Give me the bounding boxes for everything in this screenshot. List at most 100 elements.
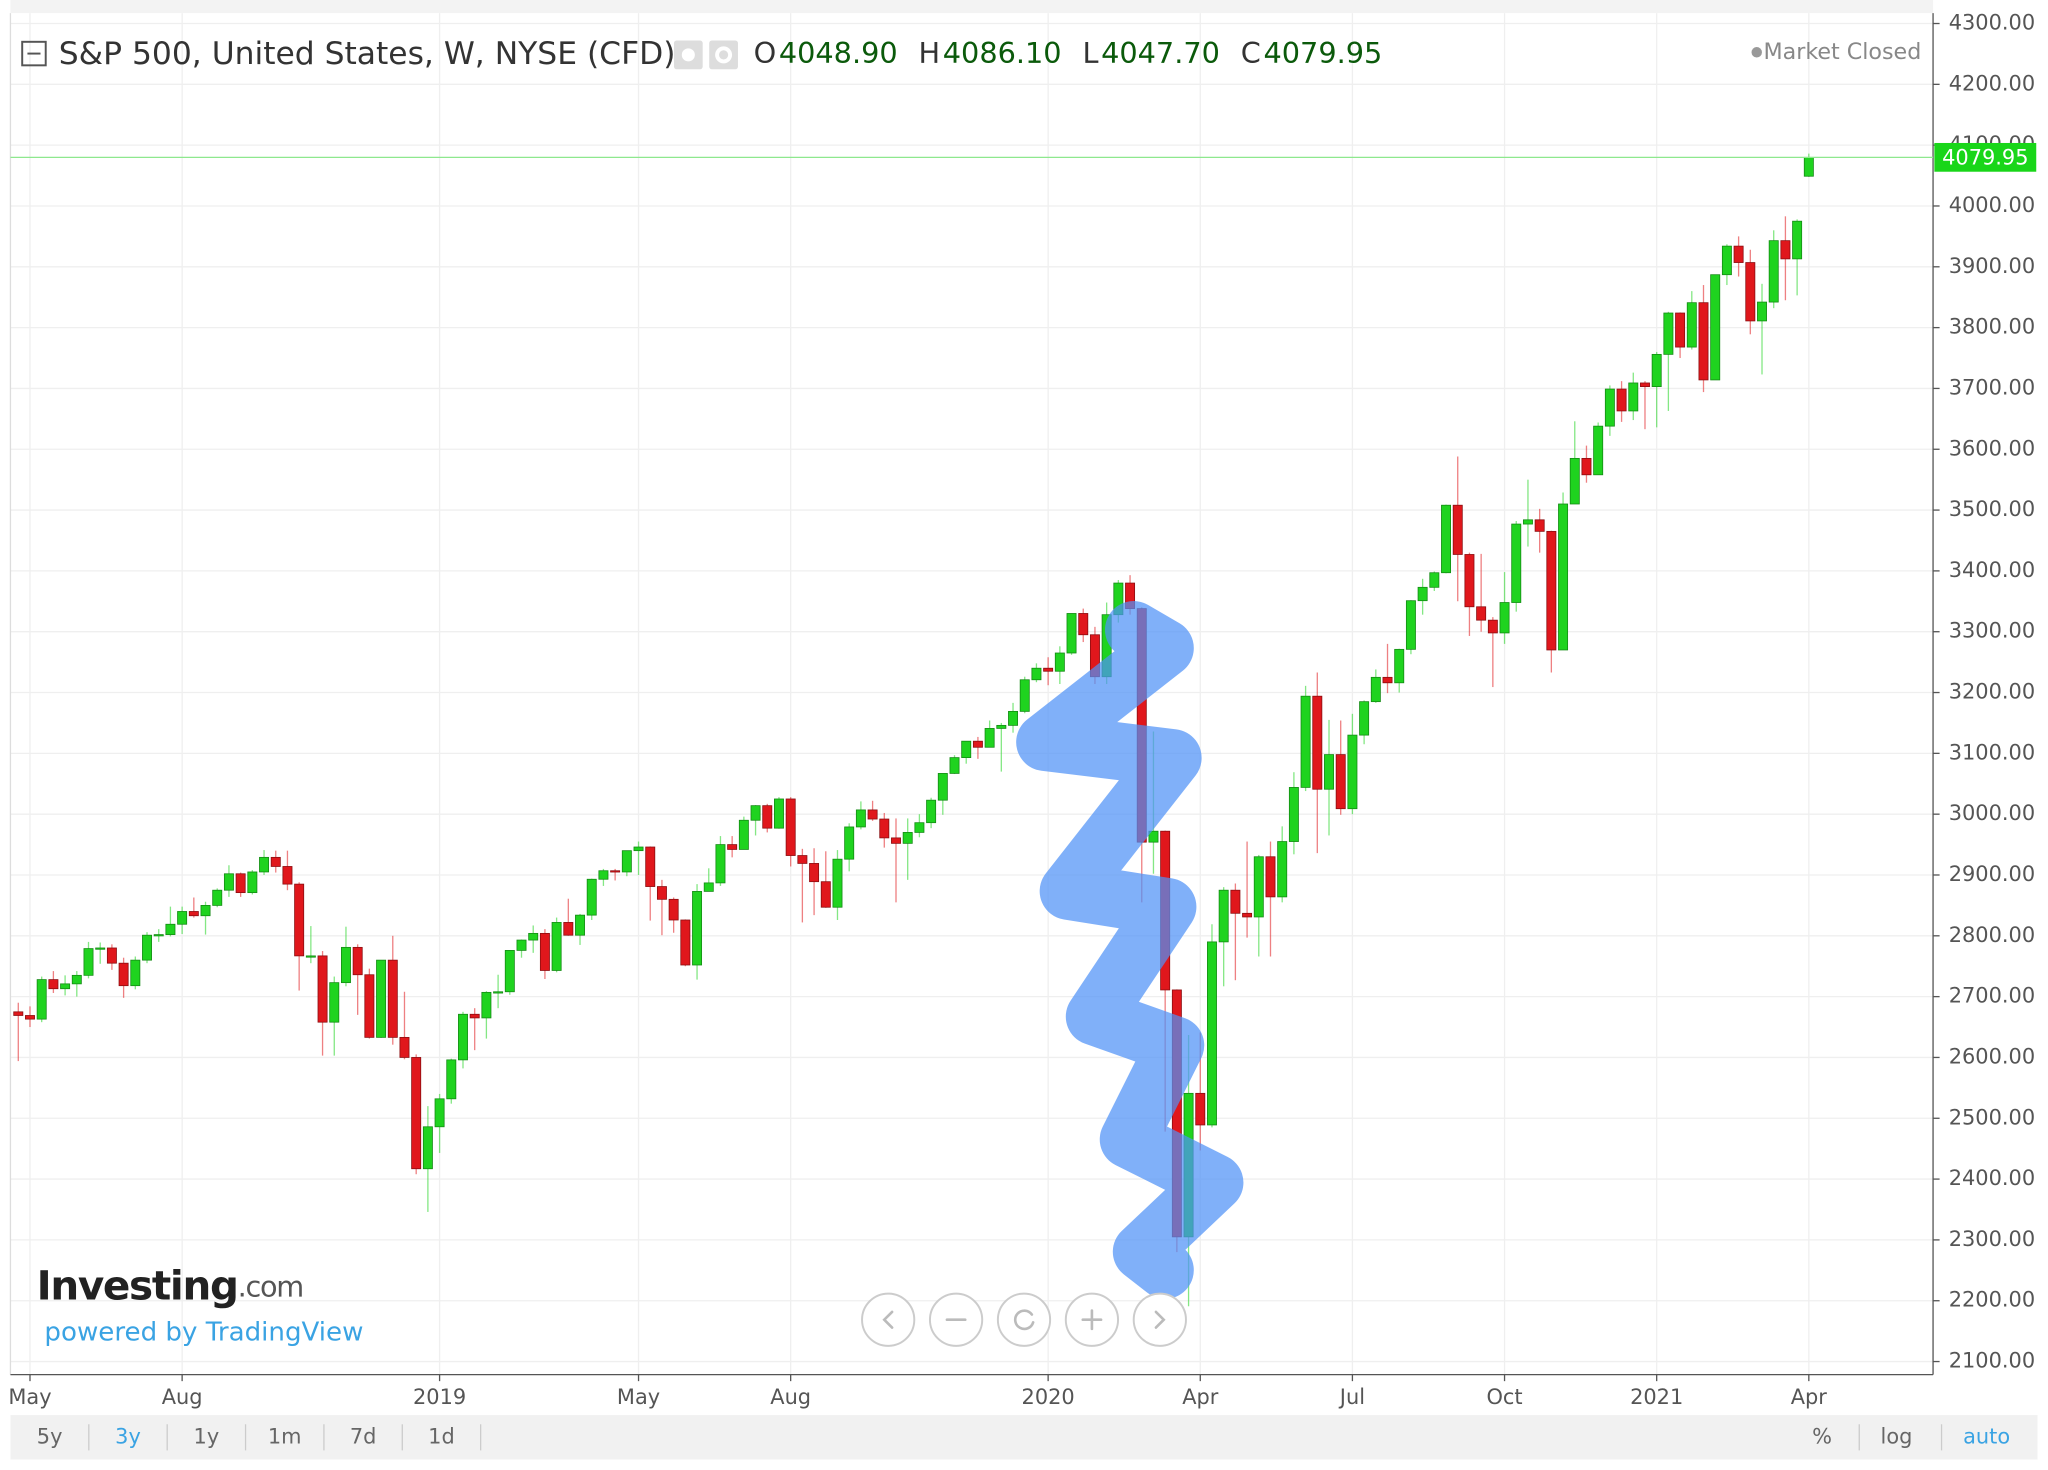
ohlc-legend: O 4048.90 H 4086.10 L 4047.70 C 4079.95: [754, 36, 1383, 70]
candle-body: [996, 724, 1007, 729]
range-button[interactable]: 1y: [194, 1424, 220, 1448]
candle-body: [1218, 889, 1229, 943]
candle-body: [270, 856, 281, 867]
candle-body: [352, 946, 363, 976]
candle-body: [949, 757, 960, 774]
range-button[interactable]: 7d: [350, 1424, 377, 1448]
powered-by: powered by TradingView: [44, 1317, 363, 1347]
candle-body: [879, 818, 890, 839]
scale-button[interactable]: log: [1881, 1424, 1913, 1448]
candle-body: [95, 947, 106, 950]
candle-body: [212, 889, 223, 906]
top-strip: [10, 0, 1934, 14]
candle-body: [1405, 600, 1416, 650]
scale-button[interactable]: %: [1812, 1424, 1832, 1448]
candle-body: [937, 773, 948, 801]
candle-body: [855, 809, 866, 828]
y-tick-label: 3000.00: [1949, 801, 2035, 825]
last-price-tag: [1934, 142, 2037, 172]
candle-body: [1031, 667, 1042, 681]
candle-body: [223, 873, 234, 891]
candle-body: [1511, 523, 1522, 603]
candle-body: [83, 948, 94, 976]
candle-body: [1792, 220, 1803, 260]
candle-body: [469, 1013, 480, 1019]
nav-left[interactable]: [861, 1292, 916, 1347]
candle-body: [703, 882, 714, 892]
reset[interactable]: [996, 1292, 1052, 1347]
x-tick-label: May: [8, 1385, 51, 1409]
candle-body: [1558, 503, 1569, 651]
candle-body: [188, 911, 199, 917]
nav-glyphs: [882, 1309, 1166, 1331]
candle-body: [750, 805, 761, 821]
last-price-label: 4079.95: [1942, 146, 2028, 170]
candle-body: [1148, 830, 1159, 843]
candle-body: [528, 932, 539, 941]
ohlc-value: 4079.95: [1263, 36, 1382, 70]
candle-body: [458, 1013, 468, 1061]
candle-body: [399, 1036, 410, 1058]
candle-body: [774, 798, 784, 829]
candle-body: [48, 979, 59, 990]
candle-body: [1757, 301, 1767, 322]
settings-icon[interactable]: [709, 40, 738, 70]
candle-body: [1195, 1092, 1206, 1126]
candle-body: [118, 962, 129, 987]
candle-body: [329, 982, 340, 1023]
candle-body: [153, 934, 164, 937]
candle-body: [60, 983, 71, 990]
candle-body: [656, 886, 667, 900]
candle-body: [1312, 695, 1323, 790]
candle-body: [25, 1015, 35, 1020]
candle-body: [481, 991, 492, 1019]
y-tick-label: 2300.00: [1949, 1227, 2035, 1251]
candle-body: [1078, 613, 1089, 636]
toolbar: [10, 1415, 2038, 1460]
candle-body: [633, 846, 644, 852]
nav-right[interactable]: [1132, 1292, 1187, 1347]
candle-body: [1370, 676, 1381, 703]
range-button[interactable]: 1d: [428, 1424, 455, 1448]
candle-body: [1429, 572, 1440, 588]
candle-body: [1640, 382, 1650, 388]
range-button[interactable]: 3y: [115, 1424, 141, 1448]
candle-body: [1780, 240, 1791, 260]
candle-body: [1288, 787, 1299, 842]
candle-body: [551, 922, 562, 971]
ohlc-value: 4086.10: [943, 36, 1062, 70]
candle-body: [376, 959, 387, 1038]
candle-body: [235, 873, 246, 894]
x-tick-label: Apr: [1791, 1385, 1828, 1409]
logo: Investing.com: [37, 1261, 303, 1309]
candle-body: [1054, 652, 1065, 672]
candle-body: [692, 891, 703, 966]
y-tick-label: 4200.00: [1949, 71, 2035, 95]
range-button[interactable]: 5y: [37, 1424, 63, 1448]
candle-body: [797, 855, 808, 864]
candle-body: [1651, 353, 1662, 388]
candle-body: [598, 870, 609, 880]
candle-body: [1382, 676, 1393, 684]
candle-body: [1347, 734, 1358, 810]
candle-body: [1043, 667, 1054, 672]
candle-body: [539, 932, 550, 971]
collapse-icon[interactable]: [21, 40, 47, 67]
grid: [10, 13, 1934, 1375]
candle-body: [1394, 648, 1405, 684]
candle-body: [914, 822, 925, 833]
candle-body: [926, 799, 937, 824]
range-button[interactable]: 1m: [268, 1424, 302, 1448]
candle-body: [1522, 519, 1533, 525]
candle-body: [1207, 941, 1217, 1126]
candle-body: [1546, 530, 1557, 651]
scale-button[interactable]: auto: [1963, 1424, 2010, 1448]
candle-body: [1803, 156, 1814, 177]
candle-body: [36, 979, 47, 1020]
candle-body: [516, 939, 527, 951]
market-status: Market Closed: [1763, 39, 1921, 65]
ohlc-label: L: [1082, 36, 1098, 70]
candle-body: [785, 798, 796, 856]
candle-body: [575, 914, 585, 936]
